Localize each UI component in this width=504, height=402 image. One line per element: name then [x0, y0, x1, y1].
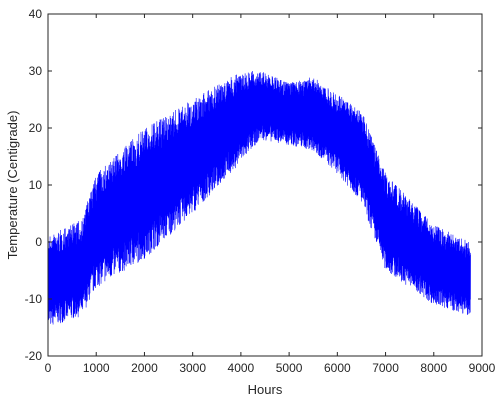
y-tick-label: 40	[29, 7, 43, 21]
x-tick-label: 0	[45, 361, 52, 375]
y-tick-label: 20	[29, 121, 43, 135]
x-tick-label: 6000	[324, 361, 351, 375]
temperature-series-line	[48, 71, 471, 328]
y-tick-label: -20	[25, 349, 43, 363]
x-tick-label: 3000	[179, 361, 206, 375]
x-tick-label: 5000	[276, 361, 303, 375]
x-tick-label: 7000	[372, 361, 399, 375]
x-tick-label: 9000	[469, 361, 496, 375]
y-tick-label: 30	[29, 64, 43, 78]
x-tick-label: 8000	[420, 361, 447, 375]
x-tick-label: 1000	[83, 361, 110, 375]
y-tick-label: 0	[35, 235, 42, 249]
x-tick-label: 4000	[228, 361, 255, 375]
y-tick-label: -10	[25, 292, 43, 306]
x-tick-label: 2000	[131, 361, 158, 375]
y-tick-label: 10	[29, 178, 43, 192]
y-axis-label: Temperature (Centigrade)	[5, 111, 20, 260]
x-axis-label: Hours	[248, 382, 283, 397]
